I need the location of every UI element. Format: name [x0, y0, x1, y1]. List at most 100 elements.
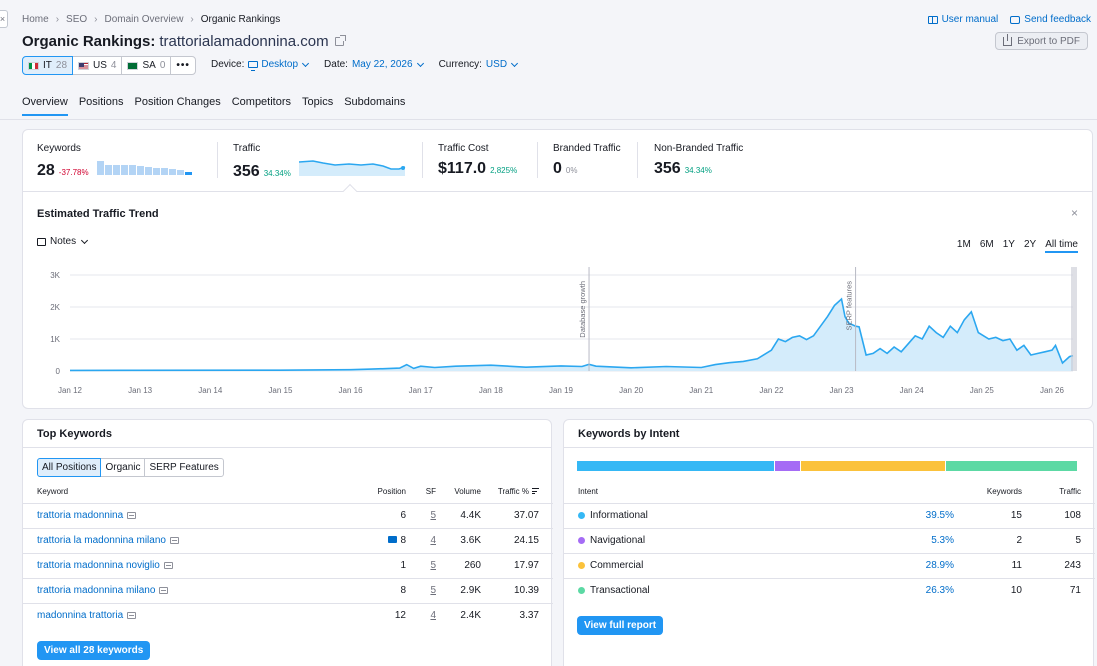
date-dropdown[interactable]: May 22, 2026	[351, 59, 424, 70]
serp-snapshot-icon[interactable]	[163, 562, 173, 569]
col-volume[interactable]: Volume	[454, 487, 481, 497]
keyword-cell: madonnina trattoria	[23, 602, 353, 628]
traffic-trend-chart[interactable]: 0 1K 2K 3K Jan 12 Jan 13 Jan 14 Jan 15 Jan 16 Jan…	[23, 265, 1094, 400]
sf-link[interactable]: 5	[430, 510, 436, 521]
metric-keywords[interactable]: Keywords 28 -37.78%	[37, 143, 192, 180]
filter-organic[interactable]: Organic	[100, 458, 146, 477]
database-it-button[interactable]: IT 28	[22, 56, 74, 75]
device-dropdown[interactable]: Desktop	[248, 59, 310, 71]
sf-cell: 4	[406, 527, 436, 553]
chevron-down-icon	[511, 59, 519, 67]
intent-percent-link[interactable]: 28.9%	[925, 560, 954, 571]
date-filter[interactable]: Date: May 22, 2026	[324, 59, 424, 70]
sf-link[interactable]: 4	[430, 610, 436, 622]
breadcrumb-home[interactable]: Home	[22, 14, 49, 25]
traffic-trend-svg: 0 1K 2K 3K Jan 12 Jan 13 Jan 14 Jan 15 Jan 16 Jan…	[50, 267, 1077, 395]
range-1y[interactable]: 1Y	[1002, 239, 1015, 250]
metric-traffic[interactable]: Traffic 356 34.34%	[233, 143, 407, 181]
intent-name-cell: Informational	[564, 502, 864, 528]
chevron-right-icon: ›	[55, 14, 60, 25]
serp-snapshot-icon[interactable]	[159, 587, 169, 594]
volume-cell: 3.6K	[436, 527, 481, 553]
tab-subdomains[interactable]: Subdomains	[344, 96, 406, 108]
range-all-time[interactable]: All time	[1045, 239, 1078, 253]
sort-icon[interactable]	[532, 488, 539, 495]
breadcrumb-current: Organic Rankings	[200, 14, 281, 25]
database-us-button[interactable]: US 4	[72, 56, 123, 75]
range-1m[interactable]: 1M	[956, 239, 971, 250]
metric-traffic-cost[interactable]: Traffic Cost $117.0 2,825%	[438, 143, 517, 178]
currency-dropdown[interactable]: USD	[486, 59, 519, 70]
intent-dot-icon	[578, 561, 585, 569]
x-tick-label: Jan 16	[339, 386, 364, 395]
x-tick-label: Jan 20	[619, 386, 644, 395]
filter-serp-features[interactable]: SERP Features	[144, 458, 224, 477]
keywords-by-intent-card: Keywords by Intent Intent Keywords Traff…	[563, 419, 1095, 666]
date-value: May 22, 2026	[351, 59, 413, 70]
page-title-domain[interactable]: trattorialamadonnina.com	[159, 33, 329, 50]
volume-cell: 2.9K	[436, 577, 481, 603]
export-pdf-button[interactable]: Export to PDF	[995, 32, 1088, 50]
col-position[interactable]: Position	[377, 487, 406, 497]
traffic-percent-cell: 24.15	[481, 527, 553, 553]
notes-dropdown[interactable]: Notes	[37, 236, 89, 247]
range-6m[interactable]: 6M	[979, 239, 994, 250]
close-icon[interactable]: ×	[0, 10, 8, 28]
keyword-link[interactable]: trattoria la madonnina milano	[37, 535, 179, 546]
tab-positions[interactable]: Positions	[78, 96, 124, 108]
upload-icon	[1003, 33, 1013, 46]
page-header: × Home › SEO › Domain Overview › Organic…	[0, 0, 1097, 120]
range-2y[interactable]: 2Y	[1023, 239, 1037, 250]
x-tick-label: Jan 13	[128, 386, 153, 395]
serp-snapshot-icon[interactable]	[127, 612, 137, 620]
intent-percent-link[interactable]: 39.5%	[925, 510, 954, 521]
intent-bar-segment-informational[interactable]	[577, 461, 774, 471]
device-filter[interactable]: Device: Desktop	[211, 59, 310, 71]
table-row: madonnina trattoria 12 4 2.4K 3.37	[23, 602, 553, 628]
col-traffic-percent[interactable]: Traffic %	[481, 481, 553, 503]
tab-overview[interactable]: Overview	[22, 96, 68, 116]
keyword-link[interactable]: madonnina trattoria	[37, 610, 137, 621]
view-all-keywords-button[interactable]: View all 28 keywords	[37, 641, 151, 660]
traffic-percent-cell: 17.97	[481, 552, 553, 578]
metric-branded-traffic[interactable]: Branded Traffic 0 0%	[553, 143, 621, 178]
user-manual-link[interactable]: User manual	[927, 14, 998, 25]
metric-divider	[537, 142, 538, 178]
tab-topics[interactable]: Topics	[302, 96, 334, 108]
breadcrumb-seo[interactable]: SEO	[66, 14, 88, 25]
sf-cell: 5	[406, 577, 436, 603]
saudi-flag-icon	[127, 61, 139, 70]
close-icon[interactable]: ×	[1070, 206, 1078, 220]
intent-percent-link[interactable]: 26.3%	[925, 585, 954, 597]
external-link-icon[interactable]	[334, 35, 346, 46]
tab-position-changes[interactable]: Position Changes	[134, 96, 221, 108]
serp-snapshot-icon[interactable]	[169, 537, 179, 544]
serp-snapshot-icon[interactable]	[127, 512, 137, 519]
tab-competitors[interactable]: Competitors	[231, 96, 292, 108]
col-sf[interactable]: SF	[425, 487, 436, 497]
database-sa-button[interactable]: SA 0	[121, 56, 172, 75]
send-feedback-link[interactable]: Send feedback	[1010, 14, 1091, 25]
table-row: trattoria madonnina noviglio 1 5 260 17.97	[23, 552, 553, 578]
intent-bar-segment-navigational[interactable]	[774, 461, 801, 471]
col-keyword[interactable]: Keyword	[37, 487, 69, 497]
keyword-link[interactable]: trattoria madonnina noviglio	[37, 560, 173, 571]
intent-keywords-cell: 10	[954, 577, 1022, 603]
sf-link[interactable]: 4	[430, 535, 436, 546]
sf-link[interactable]: 5	[430, 585, 436, 596]
sf-link[interactable]: 5	[430, 560, 436, 571]
x-tick-label: Jan 17	[409, 386, 434, 395]
filter-all-positions[interactable]: All Positions	[37, 458, 102, 477]
export-pdf-label: Export to PDF	[1017, 35, 1080, 47]
metric-non-branded-traffic[interactable]: Non-Branded Traffic 356 34.34%	[654, 143, 743, 178]
view-full-report-button[interactable]: View full report	[577, 616, 664, 635]
breadcrumb-domain-overview[interactable]: Domain Overview	[104, 14, 184, 25]
intent-percent-link[interactable]: 5.3%	[931, 535, 954, 546]
intent-bar-segment-commercial[interactable]	[801, 461, 946, 471]
keyword-link[interactable]: trattoria madonnina milano	[37, 585, 169, 596]
x-tick-label: Jan 24	[900, 386, 925, 395]
intent-bar-segment-transactional[interactable]	[946, 461, 1077, 471]
currency-filter[interactable]: Currency: USD	[439, 59, 519, 70]
more-databases-button[interactable]: •••	[170, 56, 196, 75]
keyword-link[interactable]: trattoria madonnina	[37, 510, 137, 521]
